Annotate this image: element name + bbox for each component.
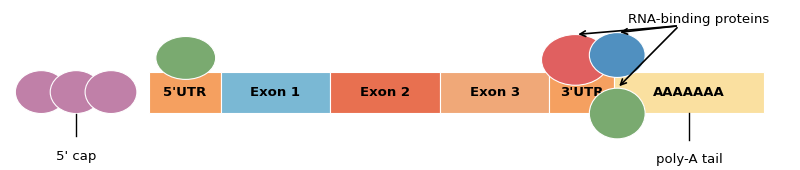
Bar <box>221 72 330 113</box>
Text: Exon 1: Exon 1 <box>250 86 301 99</box>
Text: Exon 3: Exon 3 <box>470 86 520 99</box>
Text: AAAAAAA: AAAAAAA <box>653 86 725 99</box>
Text: 5' cap: 5' cap <box>56 150 96 163</box>
Text: RNA-binding proteins: RNA-binding proteins <box>628 13 770 26</box>
Bar <box>149 72 221 113</box>
Bar <box>614 72 764 113</box>
Ellipse shape <box>590 33 645 78</box>
Bar <box>330 72 440 113</box>
Text: 5'UTR: 5'UTR <box>163 86 206 99</box>
Text: 3'UTR: 3'UTR <box>560 86 603 99</box>
Ellipse shape <box>590 88 645 139</box>
Bar <box>440 72 550 113</box>
Ellipse shape <box>542 35 610 85</box>
Ellipse shape <box>50 71 102 114</box>
Text: poly-A tail: poly-A tail <box>656 152 722 166</box>
Ellipse shape <box>156 37 216 79</box>
Text: Exon 2: Exon 2 <box>360 86 410 99</box>
Ellipse shape <box>15 71 67 114</box>
Bar <box>550 72 614 113</box>
Ellipse shape <box>85 71 137 114</box>
